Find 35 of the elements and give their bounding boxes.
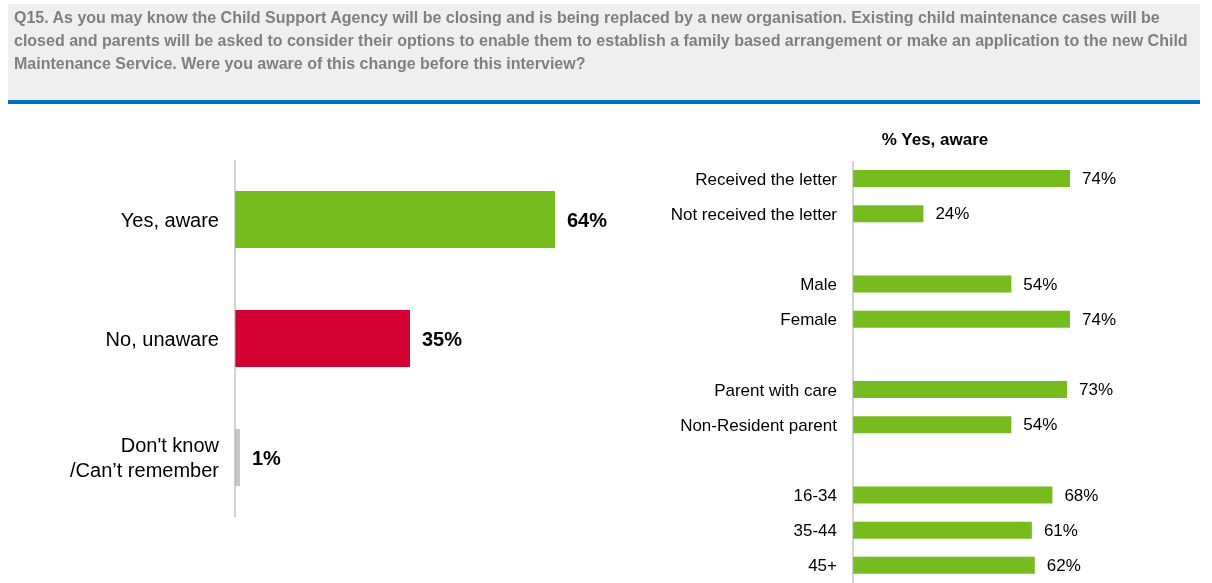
data-label: 54% [1023, 274, 1058, 294]
y-tick-label: No, unaware [105, 327, 219, 350]
bar [853, 310, 1070, 328]
y-tick-label: 16-34 [793, 485, 837, 505]
data-label: 74% [1082, 309, 1117, 329]
y-tick-label: Don't know /Can’t remember [70, 434, 220, 481]
bar [853, 416, 1012, 434]
data-label: 74% [1082, 169, 1117, 188]
bar [853, 556, 1035, 574]
data-label: 35% [422, 327, 463, 350]
bar [853, 521, 1032, 539]
y-tick-label: Received the letter [695, 169, 838, 189]
y-tick-label: 45+ [808, 555, 838, 575]
data-label: 73% [1079, 380, 1114, 399]
data-label: 64% [567, 208, 608, 231]
y-tick-label: Male [800, 274, 837, 294]
text: Q15. As you may know the Child Support Agency will be closing and is being replaced by a new organisation. Existing child maintenance cases will be closed and parents will be asked to consider their options to enable them to establish a family based arrangement or make an application to the new Child Maintenance Service. Were you aware of this change before this interview? [14, 9, 1188, 72]
y-tick-label: Not received the letter [670, 204, 838, 224]
y-tick-label: Non-Resident parent [680, 415, 838, 435]
data-label: 24% [935, 204, 970, 224]
y-tick-label: Yes, aware [120, 208, 219, 231]
bar [853, 170, 1070, 187]
data-label: 62% [1046, 555, 1081, 575]
data-label: 68% [1064, 485, 1099, 505]
data-label: 61% [1043, 520, 1078, 540]
y-tick-label: Parent with care [714, 380, 837, 400]
y-tick-label: 35-44 [793, 520, 837, 540]
bar [853, 275, 1012, 293]
y-tick-label: Female [780, 309, 837, 329]
data-label: 1% [252, 446, 282, 469]
bar [853, 486, 1053, 504]
bar [853, 205, 924, 223]
bar [853, 381, 1068, 398]
data-label: 54% [1023, 415, 1058, 435]
chart-title: % Yes, aware [881, 130, 989, 149]
